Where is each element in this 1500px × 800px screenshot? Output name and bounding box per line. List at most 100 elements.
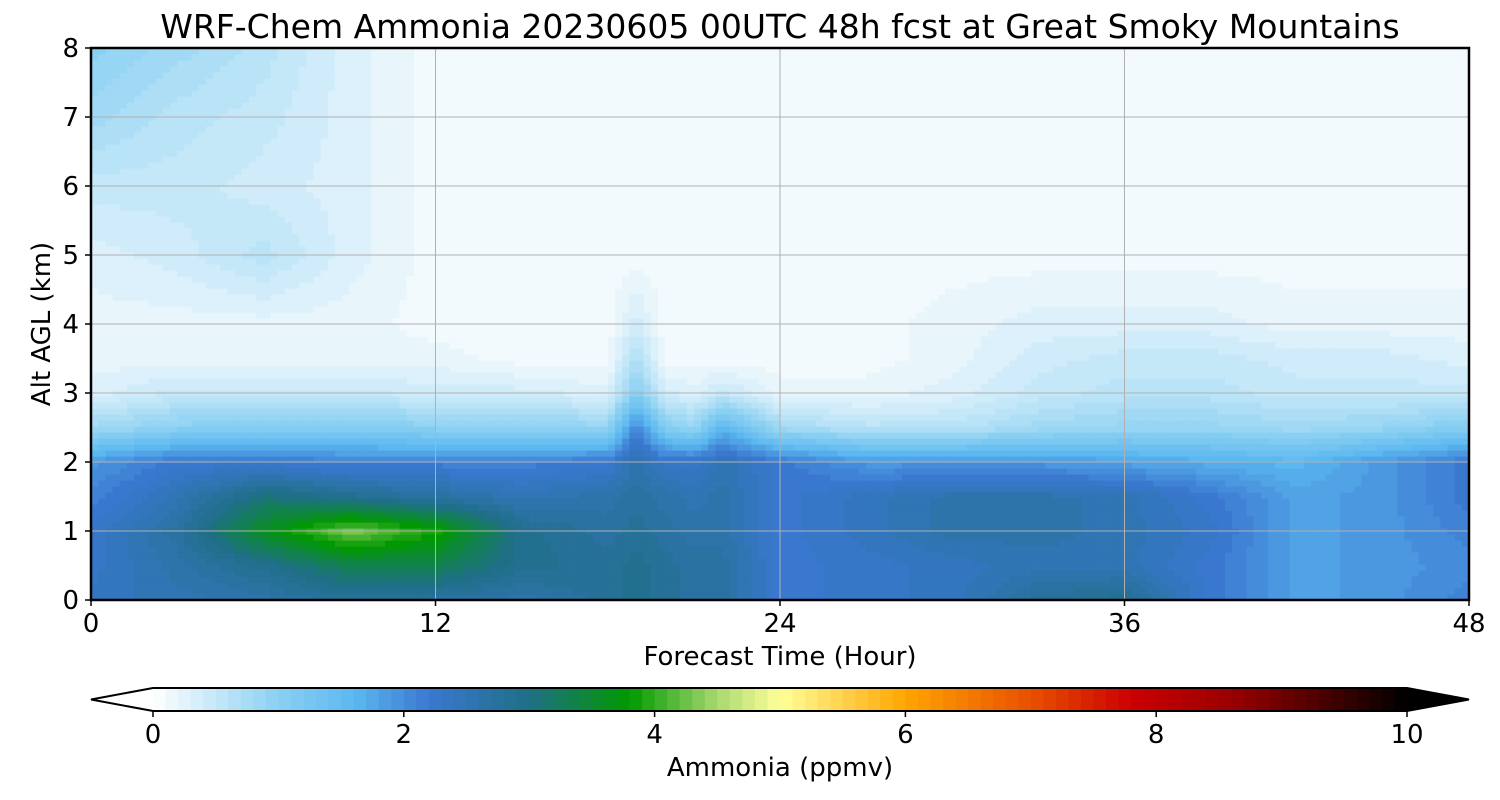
heatmap-cell	[407, 552, 415, 559]
heatmap-cell	[730, 474, 738, 481]
heatmap-cell	[464, 474, 472, 481]
heatmap-cell	[608, 546, 616, 553]
heatmap-cell	[1046, 486, 1054, 493]
heatmap-cell	[400, 582, 408, 589]
heatmap-cell	[1117, 570, 1125, 577]
heatmap-cell	[342, 474, 350, 481]
heatmap-cell	[98, 510, 106, 517]
heatmap-cell	[895, 546, 903, 553]
heatmap-cell	[1304, 552, 1312, 559]
heatmap-cell	[529, 570, 537, 577]
heatmap-cell	[873, 468, 881, 475]
heatmap-cell	[629, 564, 637, 571]
heatmap-cell	[1175, 522, 1183, 529]
heatmap-cell	[1002, 540, 1010, 547]
heatmap-cell	[536, 504, 544, 511]
heatmap-cell	[1038, 570, 1046, 577]
heatmap-cell	[995, 570, 1003, 577]
heatmap-cell	[141, 450, 149, 457]
heatmap-cell	[227, 582, 235, 589]
heatmap-cell	[837, 516, 845, 523]
heatmap-cell	[1017, 564, 1025, 571]
heatmap-cell	[644, 552, 652, 559]
heatmap-cell	[766, 540, 774, 547]
heatmap-cell	[809, 570, 817, 577]
heatmap-cell	[1440, 546, 1448, 553]
heatmap-cell	[852, 498, 860, 505]
heatmap-cell	[572, 498, 580, 505]
heatmap-cell	[1002, 522, 1010, 529]
heatmap-cell	[802, 444, 810, 451]
heatmap-cell	[227, 522, 235, 529]
heatmap-cell	[845, 450, 853, 457]
heatmap-cell	[141, 576, 149, 583]
heatmap-cell	[235, 558, 243, 565]
heatmap-cell	[572, 486, 580, 493]
heatmap-cell	[1304, 570, 1312, 577]
heatmap-cell	[1103, 474, 1111, 481]
heatmap-cell	[572, 582, 580, 589]
heatmap-cell	[184, 576, 192, 583]
heatmap-cell	[313, 486, 321, 493]
heatmap-cell	[1412, 474, 1420, 481]
heatmap-cell	[615, 468, 623, 475]
heatmap-cell	[414, 582, 422, 589]
heatmap-cell	[1361, 540, 1369, 547]
heatmap-cell	[909, 498, 917, 505]
heatmap-cell	[1232, 480, 1240, 487]
heatmap-cell	[873, 570, 881, 577]
heatmap-cell	[1311, 516, 1319, 523]
heatmap-cell	[902, 486, 910, 493]
heatmap-cell	[873, 492, 881, 499]
heatmap-cell	[1046, 480, 1054, 487]
heatmap-cell	[888, 498, 896, 505]
heatmap-cell	[572, 522, 580, 529]
heatmap-cell	[1110, 540, 1118, 547]
heatmap-cell	[263, 576, 271, 583]
heatmap-cell	[270, 582, 278, 589]
heatmap-cell	[500, 474, 508, 481]
heatmap-cell	[385, 462, 393, 469]
heatmap-cell	[1024, 546, 1032, 553]
heatmap-cell	[1189, 450, 1197, 457]
heatmap-cell	[931, 522, 939, 529]
heatmap-cell	[938, 492, 946, 499]
heatmap-cell	[1182, 462, 1190, 469]
heatmap-cell	[1010, 462, 1018, 469]
heatmap-cell	[1333, 510, 1341, 517]
heatmap-cell	[787, 552, 795, 559]
heatmap-cell	[206, 546, 214, 553]
heatmap-cell	[127, 468, 135, 475]
heatmap-cell	[708, 498, 716, 505]
heatmap-cell	[1196, 486, 1204, 493]
heatmap-cell	[500, 444, 508, 451]
heatmap-cell	[1146, 450, 1154, 457]
heatmap-cell	[1290, 516, 1298, 523]
heatmap-cell	[493, 564, 501, 571]
heatmap-cell	[909, 546, 917, 553]
heatmap-cell	[888, 570, 896, 577]
heatmap-cell	[1297, 540, 1305, 547]
heatmap-cell	[1196, 450, 1204, 457]
heatmap-cell	[1369, 522, 1377, 529]
heatmap-cell	[342, 564, 350, 571]
heatmap-cell	[1419, 516, 1427, 523]
heatmap-cell	[464, 582, 472, 589]
heatmap-cell	[866, 558, 874, 565]
heatmap-cell	[1340, 510, 1348, 517]
heatmap-cell	[845, 570, 853, 577]
heatmap-cell	[723, 540, 731, 547]
heatmap-cell	[471, 546, 479, 553]
heatmap-cell	[1426, 474, 1434, 481]
heatmap-cell	[701, 486, 709, 493]
heatmap-cell	[1139, 504, 1147, 511]
heatmap-cell	[830, 474, 838, 481]
heatmap-cell	[127, 540, 135, 547]
heatmap-cell	[1412, 492, 1420, 499]
heatmap-cell	[586, 582, 594, 589]
heatmap-cell	[909, 552, 917, 559]
heatmap-cell	[299, 444, 307, 451]
heatmap-cell	[385, 516, 393, 523]
heatmap-cell	[586, 558, 594, 565]
heatmap-cell	[263, 444, 271, 451]
